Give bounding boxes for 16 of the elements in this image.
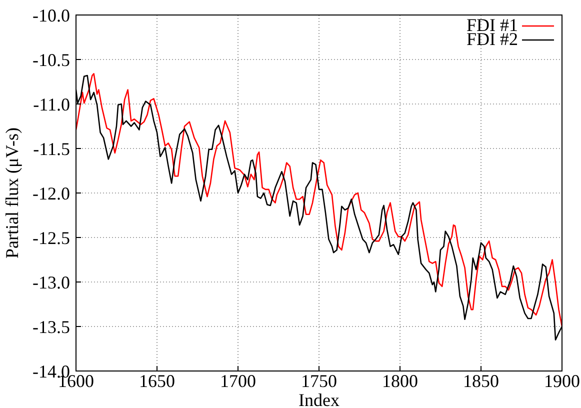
x-tick-label: 1750 [301, 371, 337, 391]
y-axis-title: Partial flux (μV-s) [2, 128, 22, 258]
y-tick-label: -10.0 [32, 5, 70, 26]
x-tick-label: 1900 [544, 371, 580, 391]
x-tick-label: 1650 [139, 371, 175, 391]
y-tick-label: -12.0 [32, 183, 70, 204]
y-tick-label: -13.5 [32, 316, 70, 337]
y-tick-label: -10.5 [32, 50, 70, 70]
x-tick-label: 1800 [382, 371, 418, 391]
x-tick-label: 1700 [220, 371, 256, 391]
x-tick-label: 1850 [463, 371, 499, 391]
y-tick-label: -13.0 [32, 272, 70, 292]
y-tick-label: -11.5 [33, 138, 70, 159]
y-tick-label: -12.5 [32, 228, 70, 248]
y-tick-label: -11.0 [33, 94, 70, 114]
x-axis-title: Index [298, 390, 340, 408]
